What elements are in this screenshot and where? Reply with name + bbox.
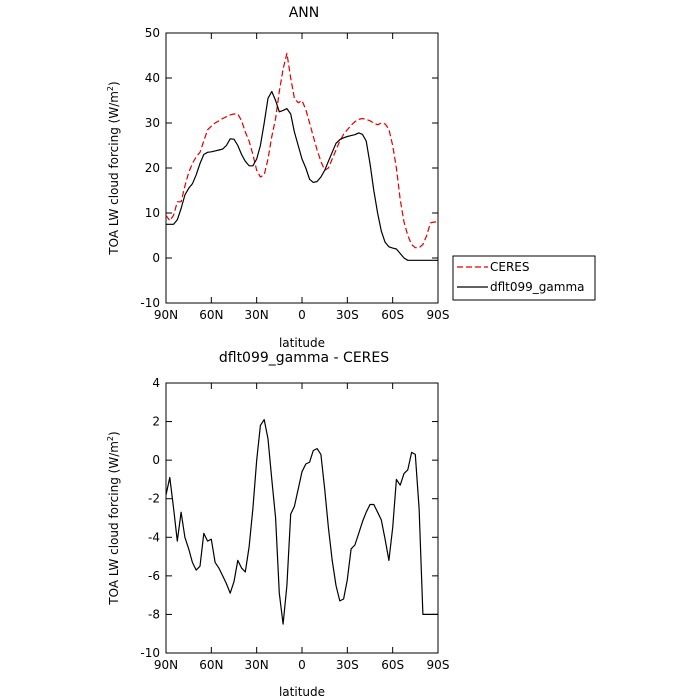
bottom-y-tick-label: 0: [152, 453, 160, 467]
bottom-x-tick-label: 0: [298, 658, 306, 672]
bottom-y-axis-label: TOA LW cloud forcing (W/m2): [106, 431, 121, 605]
bottom-ticks: 90N 60N 30N 0 30S 60S 90S -10 -8 -6 -4 -2 0 2 4: [140, 376, 449, 672]
bottom-x-tick-label: 60S: [381, 658, 404, 672]
bottom-x-axis-label: latitude: [279, 685, 325, 699]
top-series: [165, 52, 438, 261]
legend-entry-ceres: CERES: [490, 260, 530, 274]
bottom-y-tick-label: -8: [148, 607, 160, 621]
top-plot-frame: [165, 32, 439, 304]
top-x-tick-label: 30S: [336, 308, 359, 322]
bottom-x-tick-label: 30S: [336, 658, 359, 672]
top-chart: ANN 90N 60N 30N 0 30S 60S 90S -10 0 10 20 30 40 50 la…: [106, 5, 596, 350]
bottom-plot-frame: [165, 382, 439, 654]
legend-entry-dflt099-gamma: dflt099_gamma: [490, 280, 585, 294]
bottom-x-tick-label: 90N: [154, 658, 178, 672]
top-x-tick-label: 90N: [154, 308, 178, 322]
top-y-tick-label: 20: [145, 161, 160, 175]
top-x-tick-label: 60N: [199, 308, 223, 322]
bottom-chart: dflt099_gamma - CERES 90N 60N 30N 0 30S 60S 90…: [106, 350, 449, 699]
top-y-tick-label: 50: [145, 26, 160, 40]
bottom-x-tick-label: 30N: [245, 658, 269, 672]
legend: CERES dflt099_gamma: [452, 255, 596, 301]
top-series-line-1: [166, 90, 438, 261]
top-chart-title: ANN: [289, 5, 320, 21]
legend-box: [452, 255, 596, 301]
top-x-tick-label: 60S: [381, 308, 404, 322]
top-y-axis-label: TOA LW cloud forcing (W/m2): [106, 81, 121, 255]
top-y-tick-label: -10: [140, 296, 160, 310]
top-series-line-0: [165, 52, 438, 249]
bottom-y-tick-label: -2: [148, 492, 160, 506]
bottom-series: [165, 419, 438, 625]
top-y-tick-label: 0: [152, 251, 160, 265]
top-x-tick-label: 0: [298, 308, 306, 322]
bottom-y-tick-label: -6: [148, 569, 160, 583]
bottom-y-tick-label: -10: [140, 646, 160, 660]
top-ticks: 90N 60N 30N 0 30S 60S 90S -10 0 10 20 30 40 50: [140, 26, 449, 322]
bottom-series-line-0: [165, 419, 438, 625]
bottom-y-tick-label: 4: [152, 376, 160, 390]
top-y-tick-label: 30: [145, 116, 160, 130]
top-x-tick-label: 90S: [427, 308, 450, 322]
top-y-tick-label: 10: [145, 206, 160, 220]
bottom-x-tick-label: 90S: [427, 658, 450, 672]
bottom-y-tick-label: 2: [152, 415, 160, 429]
bottom-x-tick-label: 60N: [199, 658, 223, 672]
top-x-tick-label: 30N: [245, 308, 269, 322]
top-x-axis-label: latitude: [279, 336, 325, 350]
bottom-chart-title: dflt099_gamma - CERES: [219, 350, 389, 366]
top-y-tick-label: 40: [145, 71, 160, 85]
bottom-y-tick-label: -4: [148, 530, 160, 544]
